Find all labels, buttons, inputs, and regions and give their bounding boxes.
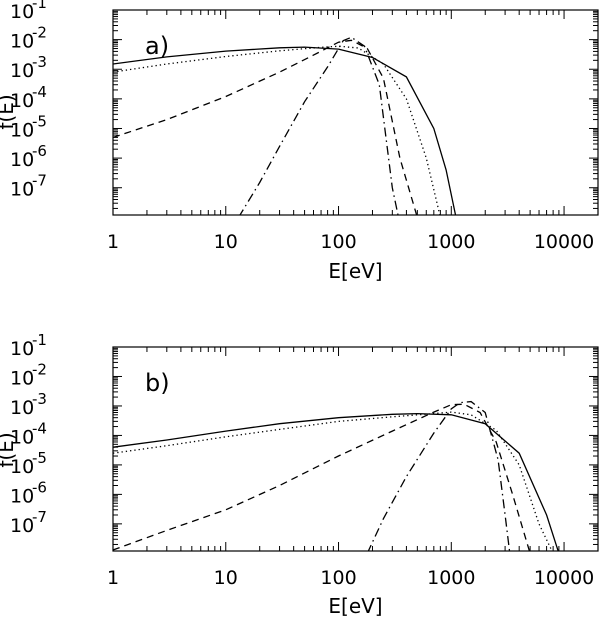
y-axis-label: f(E) [0,94,18,129]
series-line-dashdot [239,36,399,215]
x-tick-label: 1 [107,231,119,253]
series-line-dashed [113,39,418,215]
x-axis-label: E[eV] [328,259,382,283]
series-line-dotted [113,45,441,215]
y-tick-label-exponent: -3 [32,390,47,408]
panel-label: b) [145,369,170,397]
y-tick-label-exponent: -5 [32,112,47,130]
x-tick-label: 1 [107,567,119,589]
series-line-solid [113,46,457,215]
x-tick-label: 10000 [534,231,594,253]
y-tick-label-base: 10 [10,90,34,112]
y-tick-label-exponent: -1 [32,331,47,349]
y-tick-label-base: 10 [10,119,34,141]
series-line-solid [113,412,559,551]
x-tick-label: 1000 [427,567,475,589]
x-tick-label: 10 [214,231,238,253]
y-tick-label-exponent: -2 [32,24,47,42]
x-axis-label: E[eV] [328,594,382,618]
series-line-dashdot [367,400,511,551]
y-tick-label-base: 10 [10,149,34,171]
panel-b: 1 10 100 1000 1000010-710-610-510-410-310-21… [0,331,599,618]
series-group [113,400,559,551]
y-tick-label-base: 10 [10,397,34,419]
y-tick-label-base: 10 [10,456,34,478]
y-tick-label-base: 10 [10,179,34,201]
y-axis-label: f(E) [0,432,18,467]
plot-frame [112,9,599,216]
y-tick-label-exponent: -1 [32,0,47,12]
y-tick-label-base: 10 [10,485,34,507]
y-tick-label-exponent: -6 [32,478,47,496]
y-tick-label-base: 10 [10,338,34,360]
y-tick-label-exponent: -2 [32,360,47,378]
x-tick-label: 10 [214,567,238,589]
y-tick-label-exponent: -4 [32,83,47,101]
y-tick-label-exponent: -4 [32,419,47,437]
y-tick-label-exponent: -5 [32,449,47,467]
y-tick-label-base: 10 [10,426,34,448]
x-tick-label: 100 [320,231,356,253]
panel-a: 1 10 100 1000 1000010-710-610-510-410-310-21… [0,0,599,283]
y-tick-label-exponent: -6 [32,142,47,160]
series-line-dashed [113,403,531,551]
x-tick-label: 100 [320,567,356,589]
series-line-dotted [113,411,553,551]
y-tick-label-exponent: -3 [32,53,47,71]
series-group [113,36,457,215]
y-tick-label-base: 10 [10,31,34,53]
y-tick-label-exponent: -7 [32,508,47,526]
panel-label: a) [145,32,169,60]
y-tick-label-base: 10 [10,515,34,537]
y-tick-label-base: 10 [10,60,34,82]
y-tick-label-base: 10 [10,367,34,389]
x-tick-label: 10000 [534,567,594,589]
y-tick-label-exponent: -7 [32,172,47,190]
x-tick-label: 1000 [427,231,475,253]
plot-frame [112,346,599,552]
y-tick-label-base: 10 [10,1,34,23]
